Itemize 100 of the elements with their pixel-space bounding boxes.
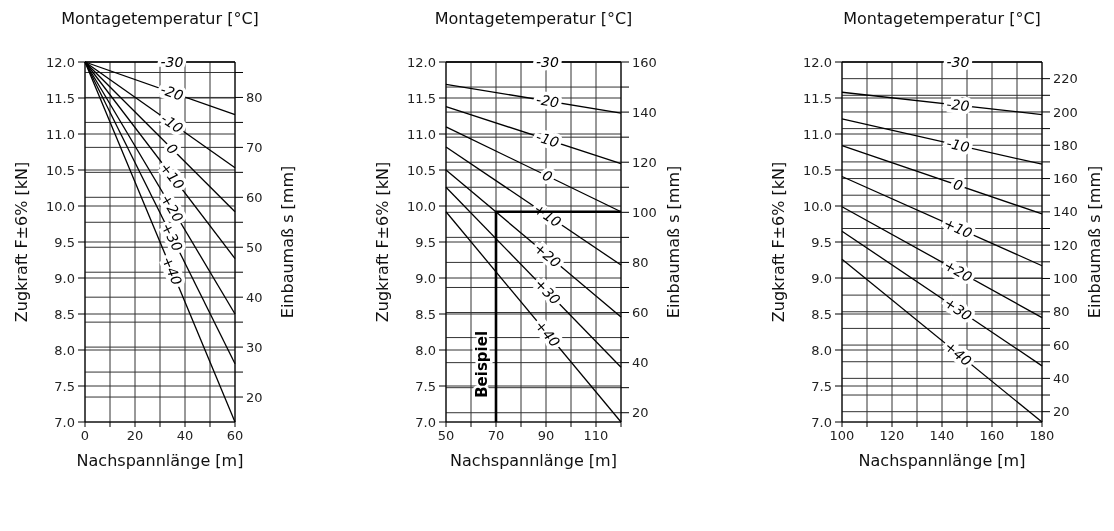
- text: +40: [531, 317, 564, 351]
- y-tick-label: 8.0: [54, 342, 75, 358]
- y-tick-label: 9.5: [54, 234, 75, 250]
- y-tick-label: 7.0: [811, 414, 832, 430]
- y2-tick-label: 40: [632, 355, 649, 371]
- y2-tick-label: 20: [1053, 404, 1070, 420]
- text: 0: [163, 139, 181, 158]
- y2-axis-title: Einbaumaß s [mm]: [664, 165, 683, 319]
- y-tick-label: 9.5: [811, 234, 832, 250]
- text: -20: [158, 81, 186, 104]
- chart-title: Montagetemperatur [°C]: [434, 9, 633, 28]
- y-tick-label: 11.0: [803, 126, 832, 142]
- y-axis-title: Zugkraft F±6% [kN]: [769, 161, 788, 323]
- x-tick-label: 120: [879, 428, 905, 443]
- y2-tick-label: 160: [632, 54, 657, 70]
- y-tick-label: 9.5: [415, 234, 436, 250]
- y2-tick-label: 80: [632, 254, 649, 270]
- y2-tick-label: 140: [1053, 204, 1078, 220]
- y-tick-label: 8.5: [811, 306, 832, 322]
- y-tick-label: 8.0: [811, 342, 832, 358]
- text: -20: [945, 95, 971, 115]
- y-tick-label: 7.5: [415, 378, 436, 394]
- x-tick-label: 100: [829, 428, 855, 443]
- y-tick-label: 12.0: [803, 54, 832, 70]
- y2-tick-label: 60: [632, 305, 649, 321]
- y2-tick-label: 40: [246, 289, 263, 305]
- y-tick-label: 9.0: [54, 270, 75, 286]
- x-tick-label: 110: [583, 428, 609, 443]
- text: -10: [534, 128, 561, 151]
- y-tick-label: 10.0: [407, 198, 436, 214]
- text: -10: [945, 134, 972, 156]
- y2-tick-label: 60: [1053, 337, 1070, 353]
- x-tick-label: 60: [226, 428, 244, 443]
- text: 0: [951, 176, 965, 195]
- text: +10: [941, 214, 975, 242]
- y-tick-label: 12.0: [46, 54, 75, 70]
- y-tick-label: 8.5: [415, 306, 436, 322]
- y2-tick-label: 30: [246, 339, 263, 355]
- y-tick-label: 11.5: [46, 90, 75, 106]
- y2-tick-label: 160: [1053, 171, 1078, 187]
- y-axis-title: Zugkraft F±6% [kN]: [12, 161, 31, 323]
- x-tick-label: 0: [80, 428, 90, 443]
- text: +10: [156, 159, 188, 193]
- y2-tick-label: 140: [632, 104, 657, 120]
- chart-title: Montagetemperatur [°C]: [843, 9, 1041, 28]
- y-tick-label: 8.0: [415, 342, 436, 358]
- text: +20: [941, 256, 975, 286]
- chart-title: Montagetemperatur [°C]: [61, 9, 259, 28]
- x-axis-title: Nachspannlänge [m]: [858, 451, 1026, 470]
- y-tick-label: 11.5: [407, 90, 436, 106]
- text: +30: [941, 294, 975, 325]
- y2-tick-label: 70: [246, 139, 263, 155]
- y-tick-label: 10.5: [46, 162, 75, 178]
- y2-axis-title: Einbaumaß s [mm]: [1085, 165, 1104, 319]
- y-tick-label: 11.0: [46, 126, 75, 142]
- y2-tick-label: 220: [1053, 71, 1078, 87]
- x-axis-title: Nachspannlänge [m]: [76, 451, 244, 470]
- y-tick-label: 7.0: [415, 414, 436, 430]
- x-tick-label: 70: [487, 428, 505, 443]
- y-tick-label: 11.0: [407, 126, 436, 142]
- y-tick-label: 10.5: [803, 162, 832, 178]
- y-tick-label: 10.0: [46, 198, 75, 214]
- x-tick-label: 50: [437, 428, 455, 443]
- y2-tick-label: 20: [632, 405, 649, 421]
- y2-tick-label: 100: [632, 204, 657, 220]
- y2-tick-label: 20: [246, 389, 263, 405]
- y-tick-label: 10.0: [803, 198, 832, 214]
- y-tick-label: 9.0: [415, 270, 436, 286]
- text: +30: [531, 275, 564, 308]
- text: -10: [158, 110, 187, 137]
- x-tick-label: 40: [176, 428, 194, 443]
- x-tick-label: 180: [1029, 428, 1055, 443]
- text: +20: [531, 239, 565, 271]
- y-tick-label: 9.0: [811, 270, 832, 286]
- y-tick-label: 11.5: [803, 90, 832, 106]
- text: +40: [159, 254, 186, 288]
- y2-tick-label: 50: [246, 239, 263, 255]
- y-tick-label: 12.0: [407, 54, 436, 70]
- y2-tick-label: 60: [246, 189, 263, 205]
- annotation: Beispiel: [473, 330, 491, 398]
- y2-tick-label: 120: [632, 154, 657, 170]
- text: +30: [158, 220, 186, 254]
- text: -20: [534, 91, 561, 111]
- y2-tick-label: 120: [1053, 237, 1078, 253]
- text: 0: [540, 166, 556, 186]
- y-tick-label: 8.5: [54, 306, 75, 322]
- y2-tick-label: 200: [1053, 104, 1078, 120]
- y-tick-label: 7.5: [54, 378, 75, 394]
- y2-tick-label: 40: [1053, 370, 1070, 386]
- x-tick-label: 140: [929, 428, 955, 443]
- y-axis-title: Zugkraft F±6% [kN]: [373, 161, 392, 323]
- x-tick-label: 90: [537, 428, 555, 443]
- y-tick-label: 10.5: [407, 162, 436, 178]
- x-tick-label: 20: [126, 428, 144, 443]
- y-tick-label: 7.0: [54, 414, 75, 430]
- y2-tick-label: 180: [1053, 137, 1078, 153]
- y2-tick-label: 80: [1053, 304, 1070, 320]
- x-tick-label: 160: [979, 428, 1005, 443]
- x-axis-title: Nachspannlänge [m]: [450, 451, 617, 470]
- y2-tick-label: 80: [246, 90, 263, 105]
